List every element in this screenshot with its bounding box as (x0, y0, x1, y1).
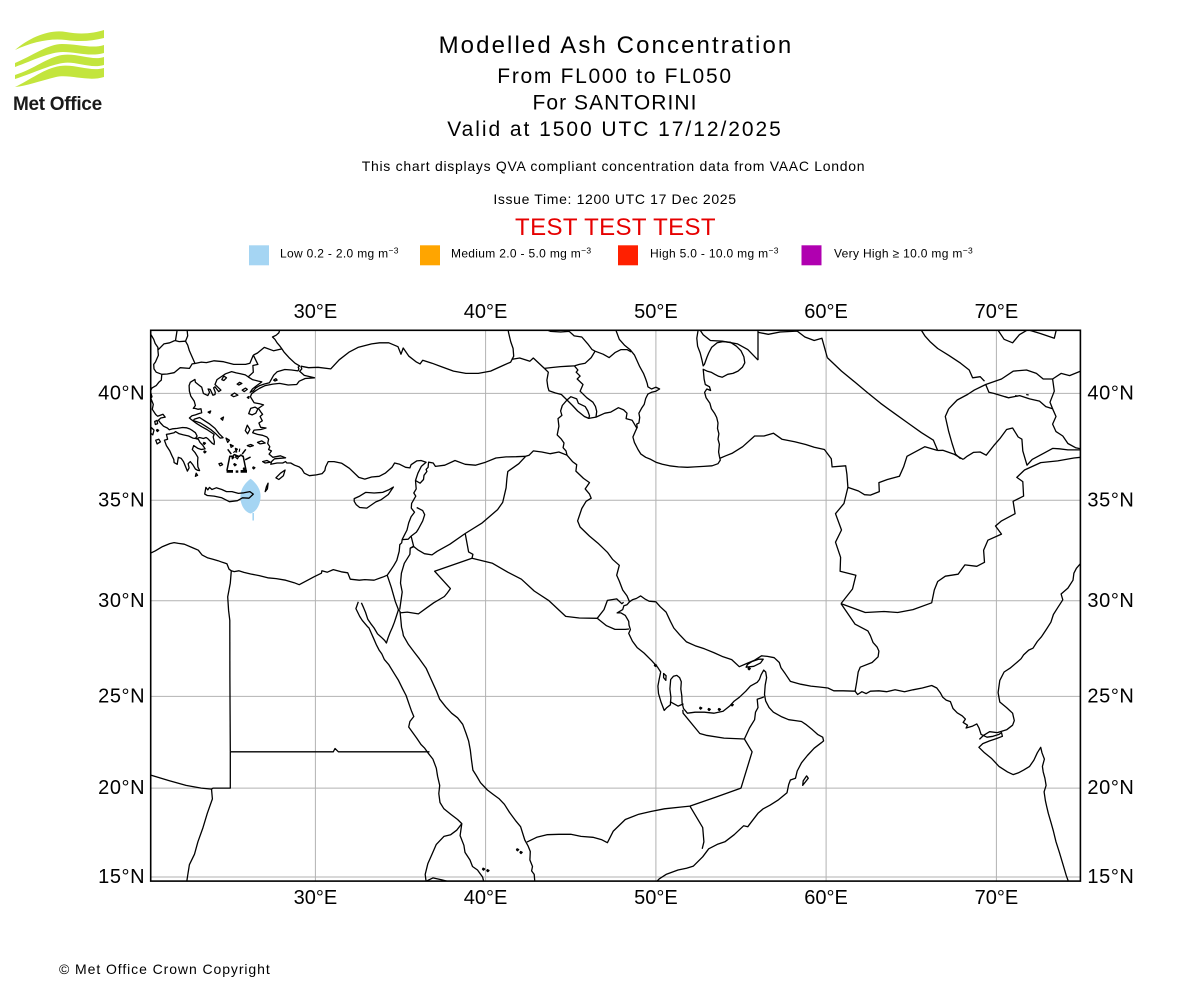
svg-text:35°N: 35°N (98, 489, 145, 511)
svg-text:For SANTORINI: For SANTORINI (533, 92, 698, 115)
svg-text:70°E: 70°E (975, 887, 1019, 909)
svg-text:70°E: 70°E (975, 301, 1019, 323)
svg-text:TEST TEST TEST: TEST TEST TEST (515, 214, 716, 241)
svg-text:Issue Time: 1200 UTC 17 Dec 20: Issue Time: 1200 UTC 17 Dec 2025 (493, 191, 736, 207)
svg-text:20°N: 20°N (98, 777, 145, 799)
svg-text:20°N: 20°N (1087, 777, 1134, 799)
svg-text:40°N: 40°N (98, 382, 145, 404)
svg-text:This chart displays QVA compli: This chart displays QVA compliant concen… (362, 158, 866, 174)
svg-text:High 5.0 - 10.0 mg m−3: High 5.0 - 10.0 mg m−3 (650, 246, 779, 261)
svg-text:Valid at 1500 UTC 17/12/2025: Valid at 1500 UTC 17/12/2025 (447, 118, 783, 141)
svg-text:25°N: 25°N (1087, 685, 1134, 707)
svg-text:Low 0.2 - 2.0 mg m−3: Low 0.2 - 2.0 mg m−3 (280, 246, 399, 261)
svg-text:© Met Office Crown Copyright: © Met Office Crown Copyright (59, 961, 271, 977)
svg-text:40°E: 40°E (464, 887, 508, 909)
svg-text:35°N: 35°N (1087, 489, 1134, 511)
svg-text:Very High ≥ 10.0 mg m−3: Very High ≥ 10.0 mg m−3 (834, 246, 973, 261)
svg-text:15°N: 15°N (98, 866, 145, 888)
svg-text:60°E: 60°E (804, 887, 848, 909)
svg-text:30°N: 30°N (1087, 590, 1134, 612)
svg-text:Met Office: Met Office (13, 94, 102, 115)
svg-text:From FL000 to FL050: From FL000 to FL050 (497, 65, 732, 88)
svg-text:50°E: 50°E (634, 887, 678, 909)
svg-text:30°E: 30°E (294, 887, 338, 909)
svg-text:15°N: 15°N (1087, 866, 1134, 888)
svg-text:40°N: 40°N (1087, 382, 1134, 404)
svg-text:60°E: 60°E (804, 301, 848, 323)
svg-text:Modelled Ash Concentration: Modelled Ash Concentration (439, 32, 794, 59)
svg-text:50°E: 50°E (634, 301, 678, 323)
svg-text:25°N: 25°N (98, 685, 145, 707)
svg-text:Medium 2.0 - 5.0 mg m−3: Medium 2.0 - 5.0 mg m−3 (451, 246, 591, 261)
svg-text:40°E: 40°E (464, 301, 508, 323)
svg-text:30°N: 30°N (98, 590, 145, 612)
svg-text:30°E: 30°E (294, 301, 338, 323)
